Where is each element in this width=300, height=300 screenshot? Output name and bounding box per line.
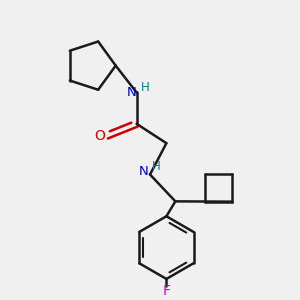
Text: H: H <box>152 160 160 173</box>
Text: H: H <box>141 81 149 94</box>
Text: O: O <box>95 129 106 143</box>
Text: F: F <box>162 284 170 298</box>
Text: N: N <box>126 86 136 99</box>
Text: N: N <box>139 165 148 178</box>
